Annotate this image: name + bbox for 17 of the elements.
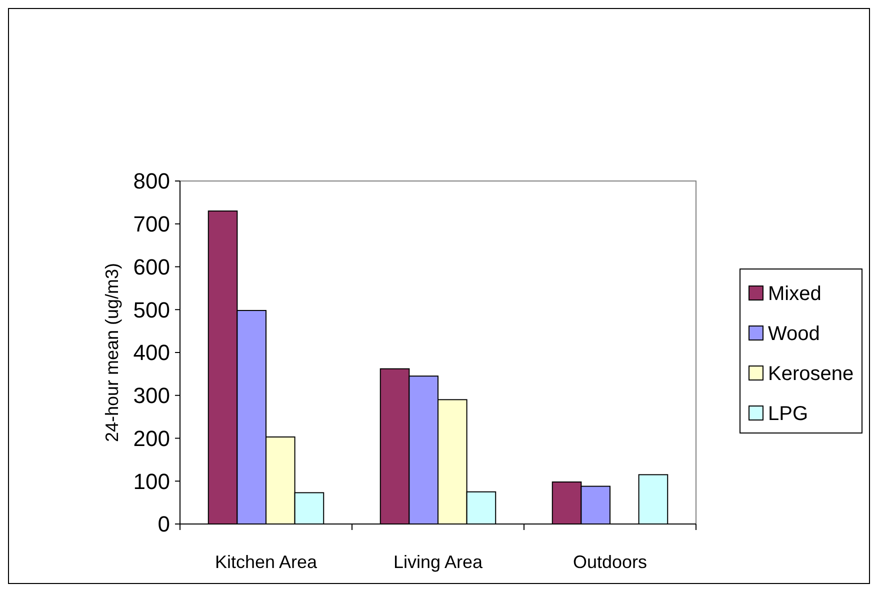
y-axis-title: 24-hour mean (ug/m3) bbox=[102, 262, 122, 442]
y-tick-label: 300 bbox=[133, 383, 170, 408]
x-tick-label: Living Area bbox=[393, 552, 484, 572]
legend-label: LPG bbox=[768, 403, 808, 425]
y-tick-label: 200 bbox=[133, 426, 170, 451]
y-tick-label: 700 bbox=[133, 212, 170, 237]
legend-label: Kerosene bbox=[768, 363, 854, 385]
y-tick-label: 0 bbox=[158, 512, 170, 537]
legend-label: Wood bbox=[768, 323, 820, 345]
x-tick-label: Kitchen Area bbox=[214, 552, 318, 572]
y-tick-label: 600 bbox=[133, 254, 170, 280]
x-tick-label: Outdoors bbox=[572, 552, 648, 572]
y-tick-label: 500 bbox=[133, 297, 170, 322]
y-tick-label: 800 bbox=[133, 168, 170, 194]
y-tick-label: 400 bbox=[133, 340, 170, 366]
y-tick-label: 100 bbox=[133, 468, 170, 494]
legend-label: Mixed bbox=[768, 283, 822, 305]
